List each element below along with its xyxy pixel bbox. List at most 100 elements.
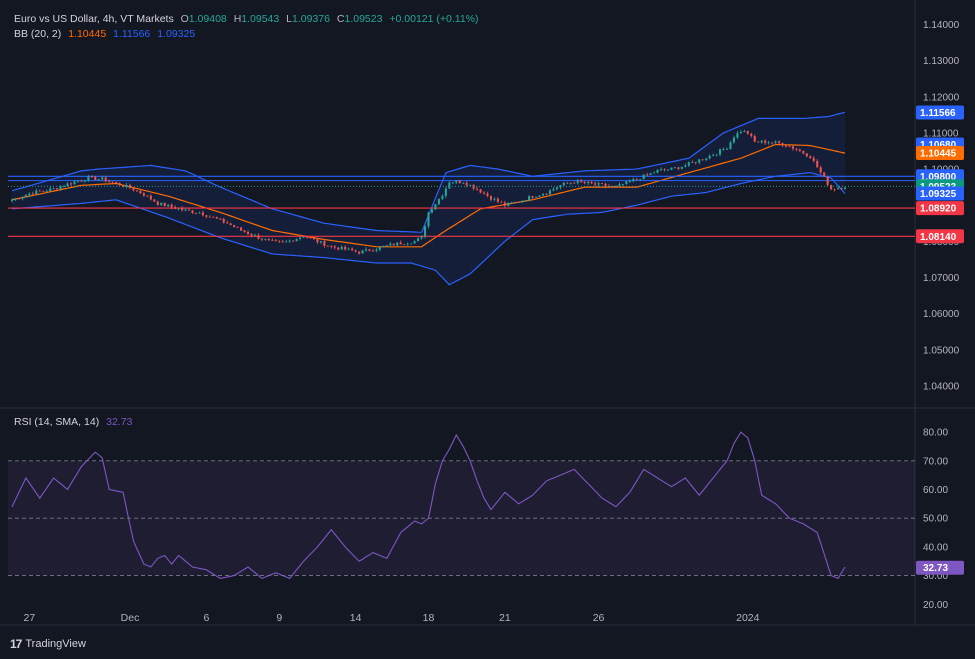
candle-body[interactable]: [31, 193, 34, 195]
candle-body[interactable]: [38, 190, 41, 192]
candle-body[interactable]: [653, 172, 656, 174]
candle-body[interactable]: [271, 240, 274, 241]
candle-body[interactable]: [698, 159, 701, 163]
candle-body[interactable]: [548, 190, 552, 195]
candle-body[interactable]: [580, 180, 583, 183]
candle-body[interactable]: [601, 183, 604, 184]
candle-body[interactable]: [705, 158, 708, 160]
candle-body[interactable]: [434, 204, 437, 210]
candle-body[interactable]: [784, 145, 788, 147]
candle-body[interactable]: [670, 167, 673, 170]
candle-body[interactable]: [142, 193, 145, 196]
candle-body[interactable]: [375, 249, 378, 252]
candle-body[interactable]: [128, 185, 132, 189]
candle-body[interactable]: [458, 180, 461, 184]
candle-body[interactable]: [253, 235, 256, 236]
candle-body[interactable]: [465, 182, 468, 186]
candle-body[interactable]: [837, 188, 840, 190]
candle-body[interactable]: [833, 189, 836, 191]
candle-body[interactable]: [184, 209, 187, 211]
candle-body[interactable]: [83, 180, 86, 182]
candle-body[interactable]: [274, 240, 277, 241]
candle-body[interactable]: [160, 202, 163, 205]
candle-body[interactable]: [635, 179, 638, 180]
candle-body[interactable]: [208, 216, 211, 218]
candle-body[interactable]: [45, 190, 48, 192]
candle-body[interactable]: [205, 215, 208, 217]
candle-body[interactable]: [389, 243, 392, 246]
candle-body[interactable]: [333, 246, 336, 248]
candle-body[interactable]: [104, 177, 107, 182]
candle-body[interactable]: [292, 240, 295, 242]
candle-body[interactable]: [42, 191, 45, 192]
candle-body[interactable]: [802, 150, 805, 154]
candle-body[interactable]: [830, 184, 833, 190]
candle-body[interactable]: [493, 198, 496, 200]
candle-body[interactable]: [285, 241, 288, 243]
candle-body[interactable]: [382, 245, 385, 247]
candle-body[interactable]: [639, 179, 642, 180]
bb-lower-line[interactable]: [11, 172, 846, 286]
candle-body[interactable]: [500, 201, 503, 203]
candle-body[interactable]: [125, 185, 128, 187]
candle-body[interactable]: [420, 236, 423, 239]
candle-body[interactable]: [146, 195, 149, 197]
candle-body[interactable]: [264, 239, 267, 240]
candle-body[interactable]: [604, 183, 607, 187]
candle-body[interactable]: [521, 200, 524, 203]
candle-body[interactable]: [725, 149, 729, 150]
candle-body[interactable]: [566, 182, 569, 184]
candle-body[interactable]: [281, 241, 284, 243]
candle-body[interactable]: [10, 199, 14, 201]
candle-body[interactable]: [472, 184, 475, 189]
candle-body[interactable]: [496, 198, 499, 202]
candle-body[interactable]: [729, 142, 732, 150]
candle-body[interactable]: [764, 140, 767, 144]
candle-body[interactable]: [97, 179, 100, 180]
candle-body[interactable]: [552, 189, 555, 191]
candle-body[interactable]: [361, 250, 364, 254]
candle-body[interactable]: [743, 131, 746, 133]
candle-body[interactable]: [684, 165, 687, 167]
candle-body[interactable]: [569, 182, 572, 184]
candle-body[interactable]: [809, 156, 812, 158]
candle-body[interactable]: [660, 169, 663, 171]
candle-body[interactable]: [385, 245, 388, 246]
candle-body[interactable]: [576, 180, 579, 184]
candle-body[interactable]: [538, 195, 541, 197]
candle-body[interactable]: [732, 137, 735, 143]
candle-body[interactable]: [191, 210, 194, 213]
candle-body[interactable]: [49, 188, 52, 191]
candle-body[interactable]: [250, 234, 253, 236]
candle-body[interactable]: [621, 184, 624, 186]
candle-body[interactable]: [90, 176, 93, 178]
candle-body[interactable]: [614, 185, 617, 187]
candle-body[interactable]: [430, 209, 434, 213]
candle-body[interactable]: [687, 162, 690, 166]
candle-body[interactable]: [149, 195, 152, 200]
candle-body[interactable]: [14, 198, 17, 200]
candle-body[interactable]: [840, 188, 843, 190]
candle-body[interactable]: [229, 223, 232, 226]
candle-body[interactable]: [340, 246, 343, 250]
candle-body[interactable]: [222, 218, 225, 223]
candle-body[interactable]: [101, 177, 104, 180]
candle-body[interactable]: [392, 243, 395, 246]
candle-body[interactable]: [489, 196, 493, 200]
candle-body[interactable]: [826, 176, 829, 185]
tradingview-footer[interactable]: 17 TradingView: [10, 637, 86, 651]
candle-body[interactable]: [309, 237, 312, 239]
candle-body[interactable]: [319, 241, 322, 243]
candle-body[interactable]: [181, 208, 184, 211]
candle-body[interactable]: [708, 155, 711, 159]
candle-body[interactable]: [486, 193, 489, 197]
candle-body[interactable]: [358, 251, 361, 254]
candle-body[interactable]: [417, 238, 420, 242]
candle-body[interactable]: [219, 218, 222, 220]
candle-body[interactable]: [59, 186, 62, 190]
candle-body[interactable]: [198, 212, 201, 214]
candle-body[interactable]: [201, 212, 204, 216]
candle-body[interactable]: [351, 248, 354, 251]
candle-body[interactable]: [476, 188, 479, 190]
